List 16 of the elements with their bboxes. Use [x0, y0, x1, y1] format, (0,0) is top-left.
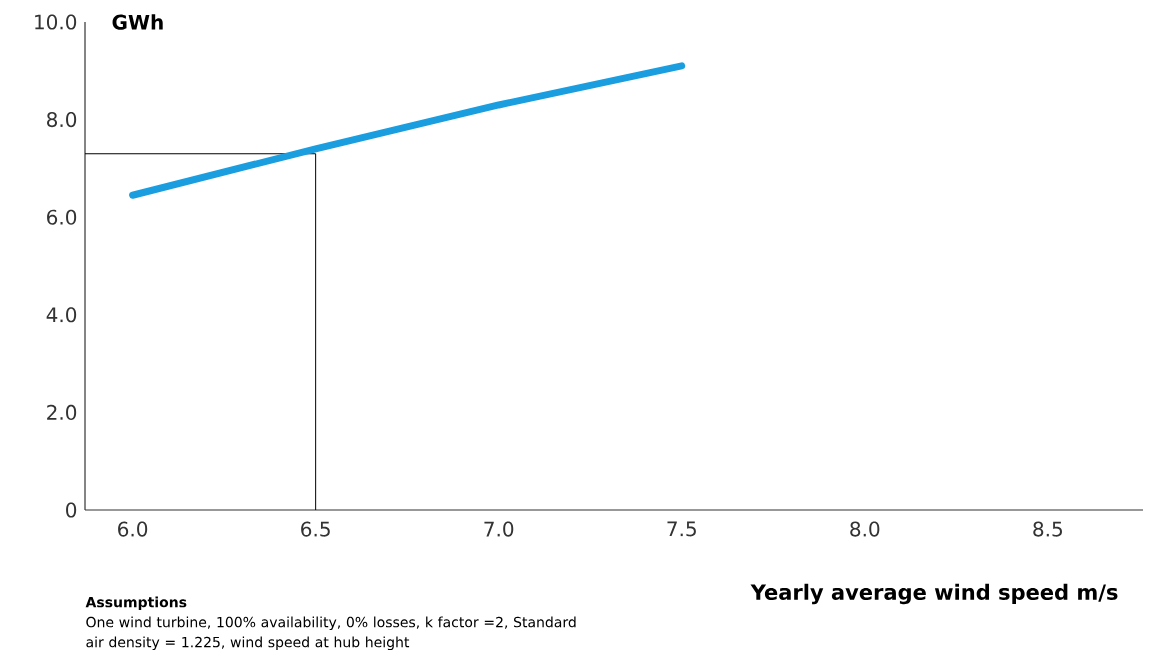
y-tick-label: 2.0	[47, 404, 77, 420]
y-tick-label: 4.0	[46, 307, 77, 323]
y-tick-label: 0	[66, 502, 77, 518]
y-axis-title: GWh	[112, 14, 163, 30]
x-tick-label: 7.0	[484, 521, 514, 537]
y-tick-label: 10.0	[35, 14, 77, 30]
x-tick-label: 7.5	[667, 521, 696, 537]
x-axis-title: Yearly average wind speed m/s	[750, 583, 1118, 605]
x-tick-label: 6.5	[301, 521, 330, 537]
x-tick-label: 6.0	[118, 521, 148, 537]
y-tick-label: 8.0	[47, 112, 77, 128]
x-tick-label: 8.0	[850, 521, 880, 537]
text: One wind turbine, 100% availability, 0% losses, k factor =2, Standard air density = 1.225, wind speed at hub height	[86, 616, 576, 651]
text: Assumptions	[85, 596, 187, 611]
y-tick-label: 6.0	[47, 209, 77, 225]
x-tick-label: 8.5	[1033, 521, 1062, 537]
